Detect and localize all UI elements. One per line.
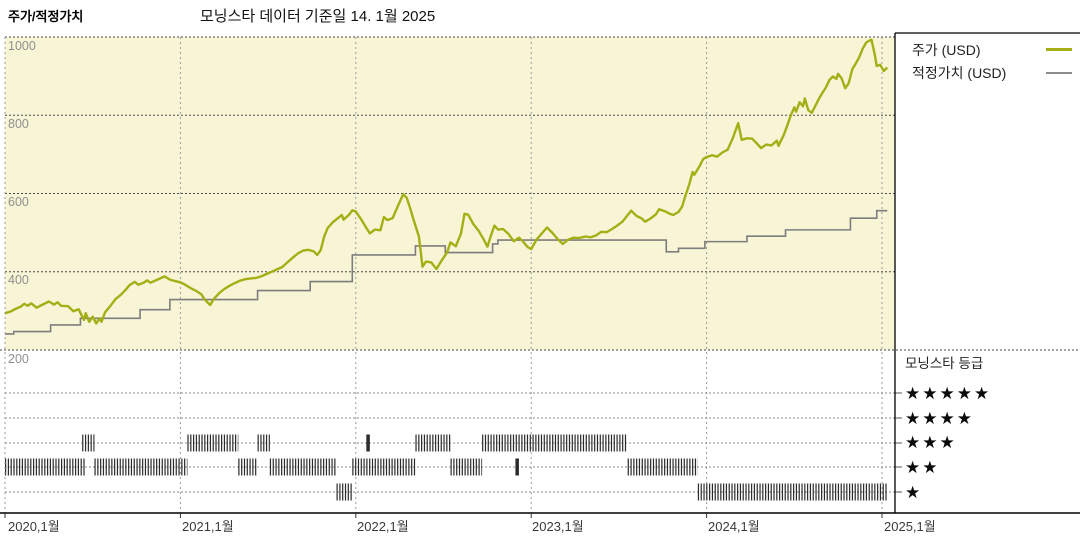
legend-fair-value-label: 적정가치 (USD) <box>912 64 1007 81</box>
five-star-row: ★★★★★ <box>905 384 992 403</box>
y-tick-600: 600 <box>8 195 29 209</box>
x-tick-2023: 2023,1월 <box>532 519 584 534</box>
page-title: 주가/적정가치 <box>8 9 84 24</box>
fair-value-line <box>5 209 888 335</box>
three-star-row: ★★★ <box>905 433 957 453</box>
legend-item-fair-value[interactable]: 적정가치 (USD) <box>912 61 1072 84</box>
price-line-swatch-icon <box>1046 48 1072 51</box>
morningstar-rating-legend: 모닝스타 등급 ★★★★★ ★★★★ ★★★ ★★ ★ <box>905 352 1075 505</box>
y-tick-200: 200 <box>8 352 29 366</box>
price-line <box>4 38 889 325</box>
x-tick-2025: 2025,1월 <box>884 519 936 534</box>
y-tick-400: 400 <box>8 273 29 287</box>
fair-value-line-swatch-icon <box>1046 71 1072 74</box>
chart-legend: 주가 (USD) 적정가치 (USD) <box>912 38 1072 84</box>
as-of-date-subtitle: 모닝스타 데이터 기준일 14. 1월 2025 <box>200 8 436 25</box>
x-tick-2021: 2021,1월 <box>182 519 234 534</box>
two-star-row: ★★ <box>905 458 940 478</box>
x-tick-2024: 2024,1월 <box>708 519 760 534</box>
x-tick-2022: 2022,1월 <box>357 519 409 534</box>
y-tick-1000: 1000 <box>8 39 36 53</box>
legend-item-price[interactable]: 주가 (USD) <box>912 38 1072 61</box>
four-star-row: ★★★★ <box>905 408 974 428</box>
one-star-row: ★ <box>905 482 923 502</box>
y-tick-800: 800 <box>8 117 29 131</box>
legend-price-label: 주가 (USD) <box>912 41 981 58</box>
x-tick-2020: 2020,1월 <box>8 519 60 534</box>
rating-legend-title: 모닝스타 등급 <box>905 356 984 371</box>
